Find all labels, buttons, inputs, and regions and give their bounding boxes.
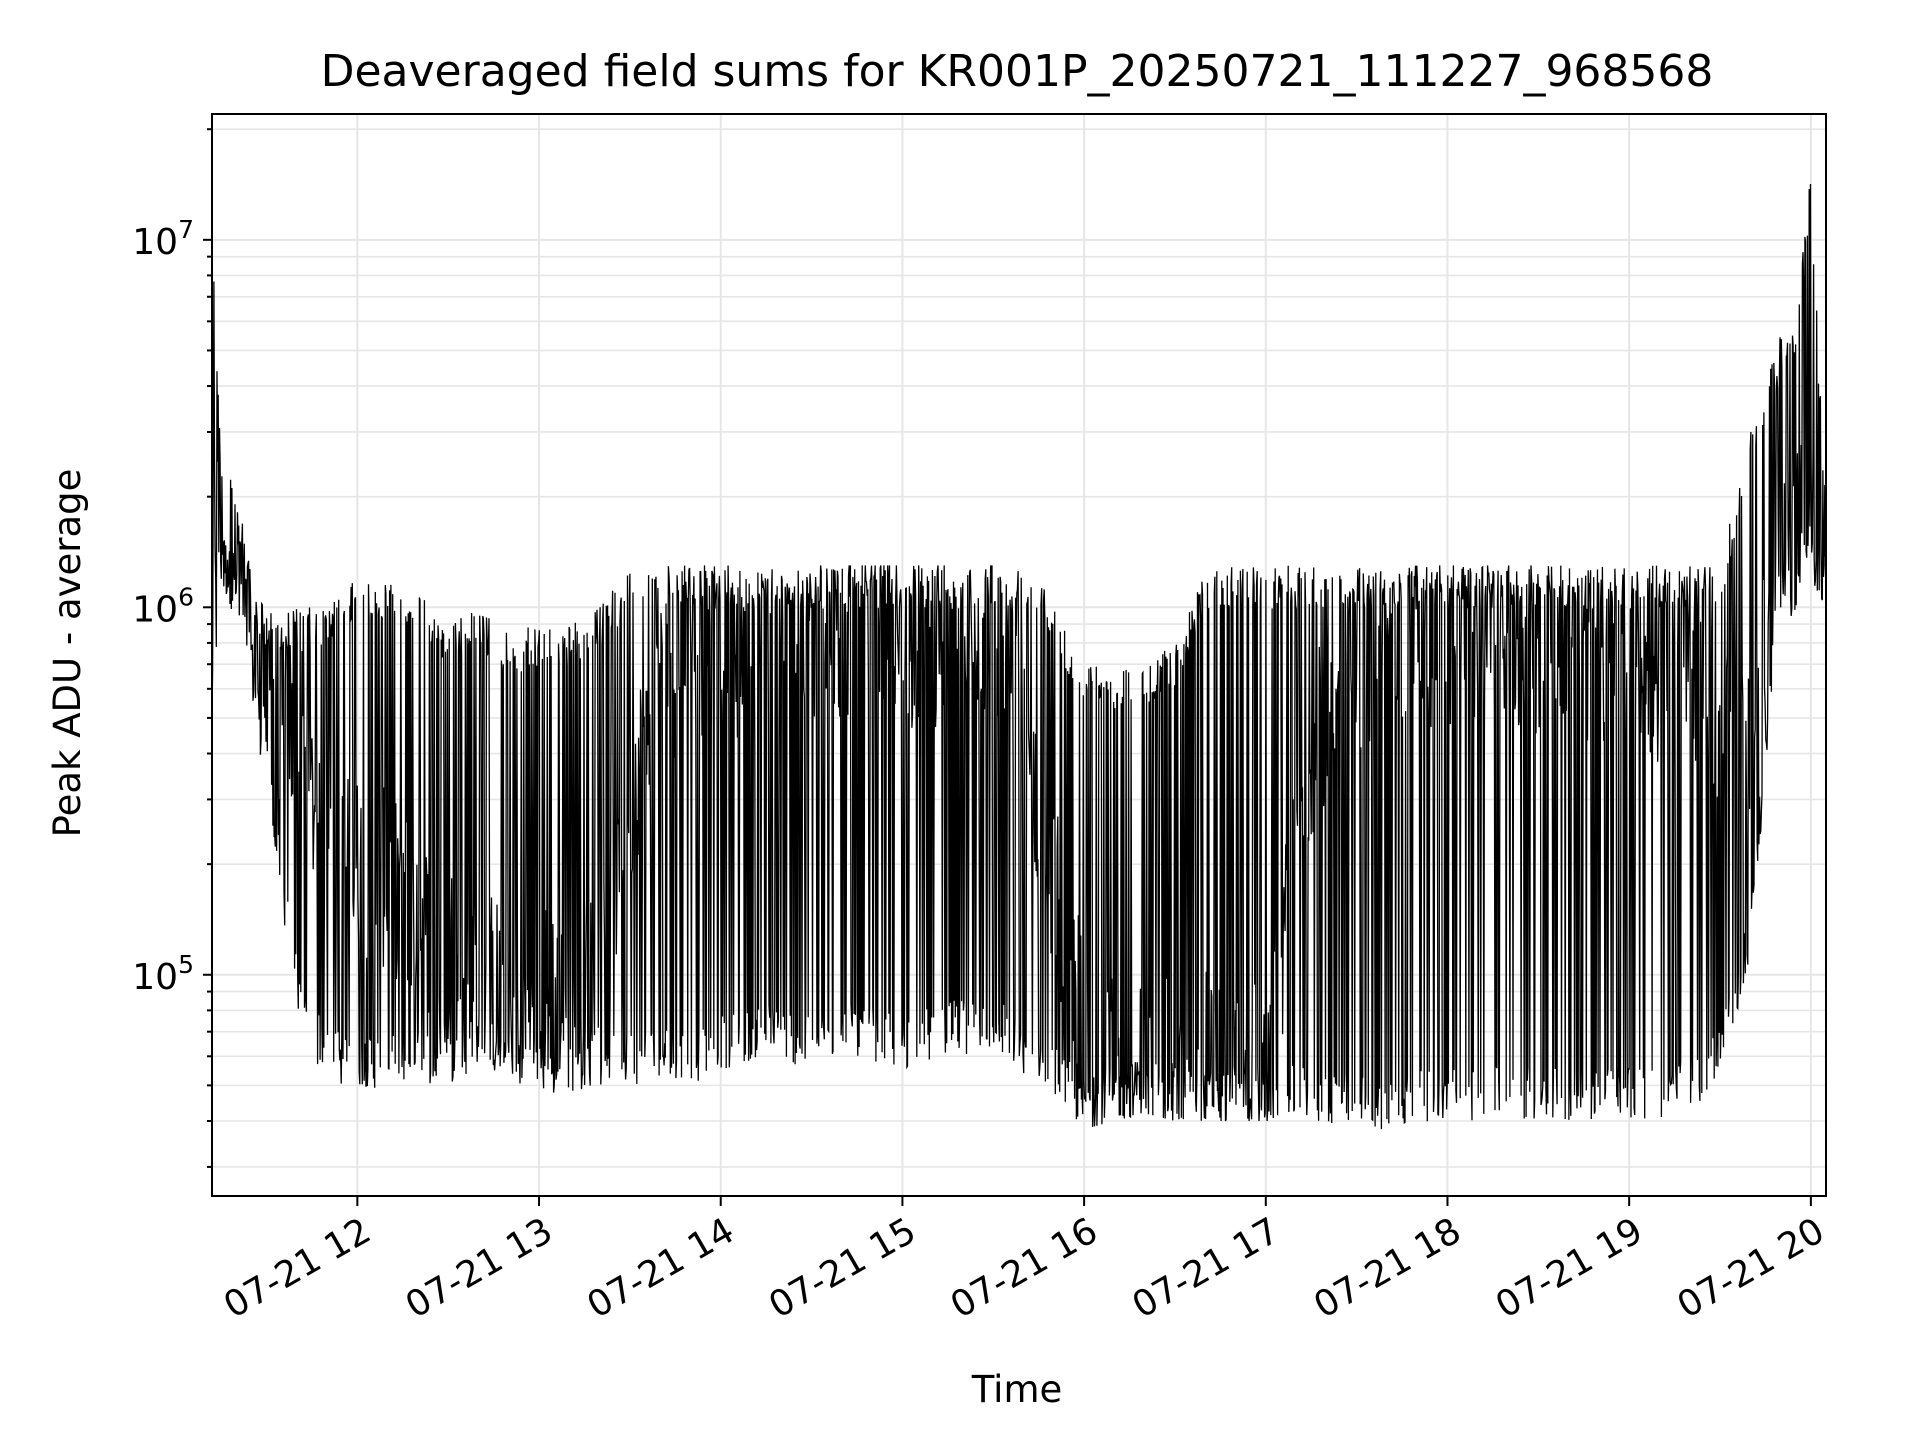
y-axis-label: Peak ADU - average	[46, 469, 89, 838]
y-tick-label-base: 10	[132, 957, 178, 998]
plot-frame	[211, 113, 1827, 1197]
y-tick-label-base: 10	[132, 222, 178, 263]
series-line	[211, 183, 1827, 1130]
y-tick-label-exponent: 7	[178, 215, 194, 244]
y-tick-label: 106	[132, 582, 194, 630]
y-tick-label: 107	[132, 215, 194, 263]
x-axis-label: Time	[971, 1368, 1063, 1411]
series-path	[211, 183, 1827, 1130]
y-tick-label-exponent: 6	[178, 582, 194, 611]
y-tick-label-base: 10	[132, 589, 178, 630]
y-tick-label: 105	[132, 950, 194, 998]
chart-title: Deaveraged field sums for KR001P_2025072…	[321, 46, 1714, 97]
y-tick-label-exponent: 5	[178, 950, 194, 979]
